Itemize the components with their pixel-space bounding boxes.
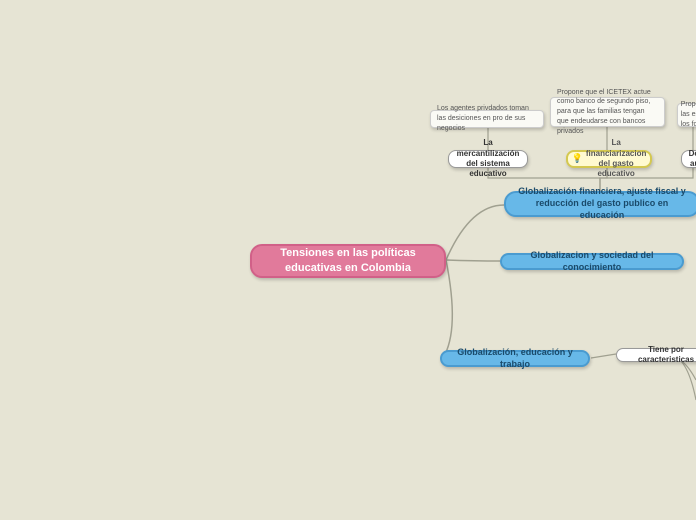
- n2-line1: Propone que el ICETEX actue: [557, 89, 651, 96]
- s3-line1: Des: [689, 149, 696, 158]
- primary-globalizacion-educacion-trabajo[interactable]: Globalización, educación y trabajo: [440, 350, 590, 367]
- p3-text: Globalización, educación y trabajo: [452, 347, 578, 370]
- n2-line3: para que las familias tengan: [557, 108, 645, 115]
- secondary-mercantilizacion[interactable]: La mercantilización del sistema educativ…: [448, 150, 528, 168]
- secondary-partial-right[interactable]: Des aut: [681, 150, 696, 168]
- char-text: Tiene por caracteristicas: [627, 345, 696, 366]
- root-node[interactable]: Tensiones en las políticas educativas en…: [250, 244, 446, 278]
- s3-line2: aut: [690, 159, 696, 168]
- n2-line4: que endeudarse con bancos privados: [557, 118, 645, 135]
- note-agentes-privados: Los agentes privdados toman las desicion…: [430, 110, 544, 128]
- primary-globalizacion-financiera[interactable]: Globalización financiera, ajuste fiscal …: [504, 191, 696, 217]
- n3-line3: los fon: [681, 121, 696, 128]
- root-line2: educativas en Colombia: [285, 262, 411, 274]
- s2-line1: La financiarizacion: [586, 138, 646, 157]
- n1-line2: las desiciones en pro de sus negocios: [437, 115, 525, 132]
- p1-line1: Globalización financiera, ajuste fiscal …: [518, 186, 686, 196]
- p2-text: Globalizacion y sociedad del conocimient…: [512, 250, 672, 273]
- s2-line2: del gasto educativo: [597, 159, 634, 178]
- secondary-caracteristicas[interactable]: Tiene por caracteristicas: [616, 348, 696, 362]
- secondary-financiarizacion[interactable]: 💡 La financiarizacion del gasto educativ…: [566, 150, 652, 168]
- note-icetex: Propone que el ICETEX actue como banco d…: [550, 97, 665, 127]
- lightbulb-icon: 💡: [572, 153, 583, 165]
- note-partial-right: Propon las esc los fon: [677, 103, 696, 127]
- p1-line2: reducción del gasto publico en educación: [536, 198, 669, 220]
- n3-line1: Propon: [681, 101, 696, 108]
- n2-line2: como banco de segundo piso,: [557, 98, 650, 105]
- s1-line1: La mercantilización: [457, 138, 520, 157]
- s1-line2: del sistema educativo: [466, 159, 510, 178]
- n3-line2: las esc: [681, 111, 696, 118]
- n1-line1: Los agentes privdados toman: [437, 105, 529, 112]
- primary-globalizacion-sociedad[interactable]: Globalizacion y sociedad del conocimient…: [500, 253, 684, 270]
- root-line1: Tensiones en las políticas: [280, 247, 416, 259]
